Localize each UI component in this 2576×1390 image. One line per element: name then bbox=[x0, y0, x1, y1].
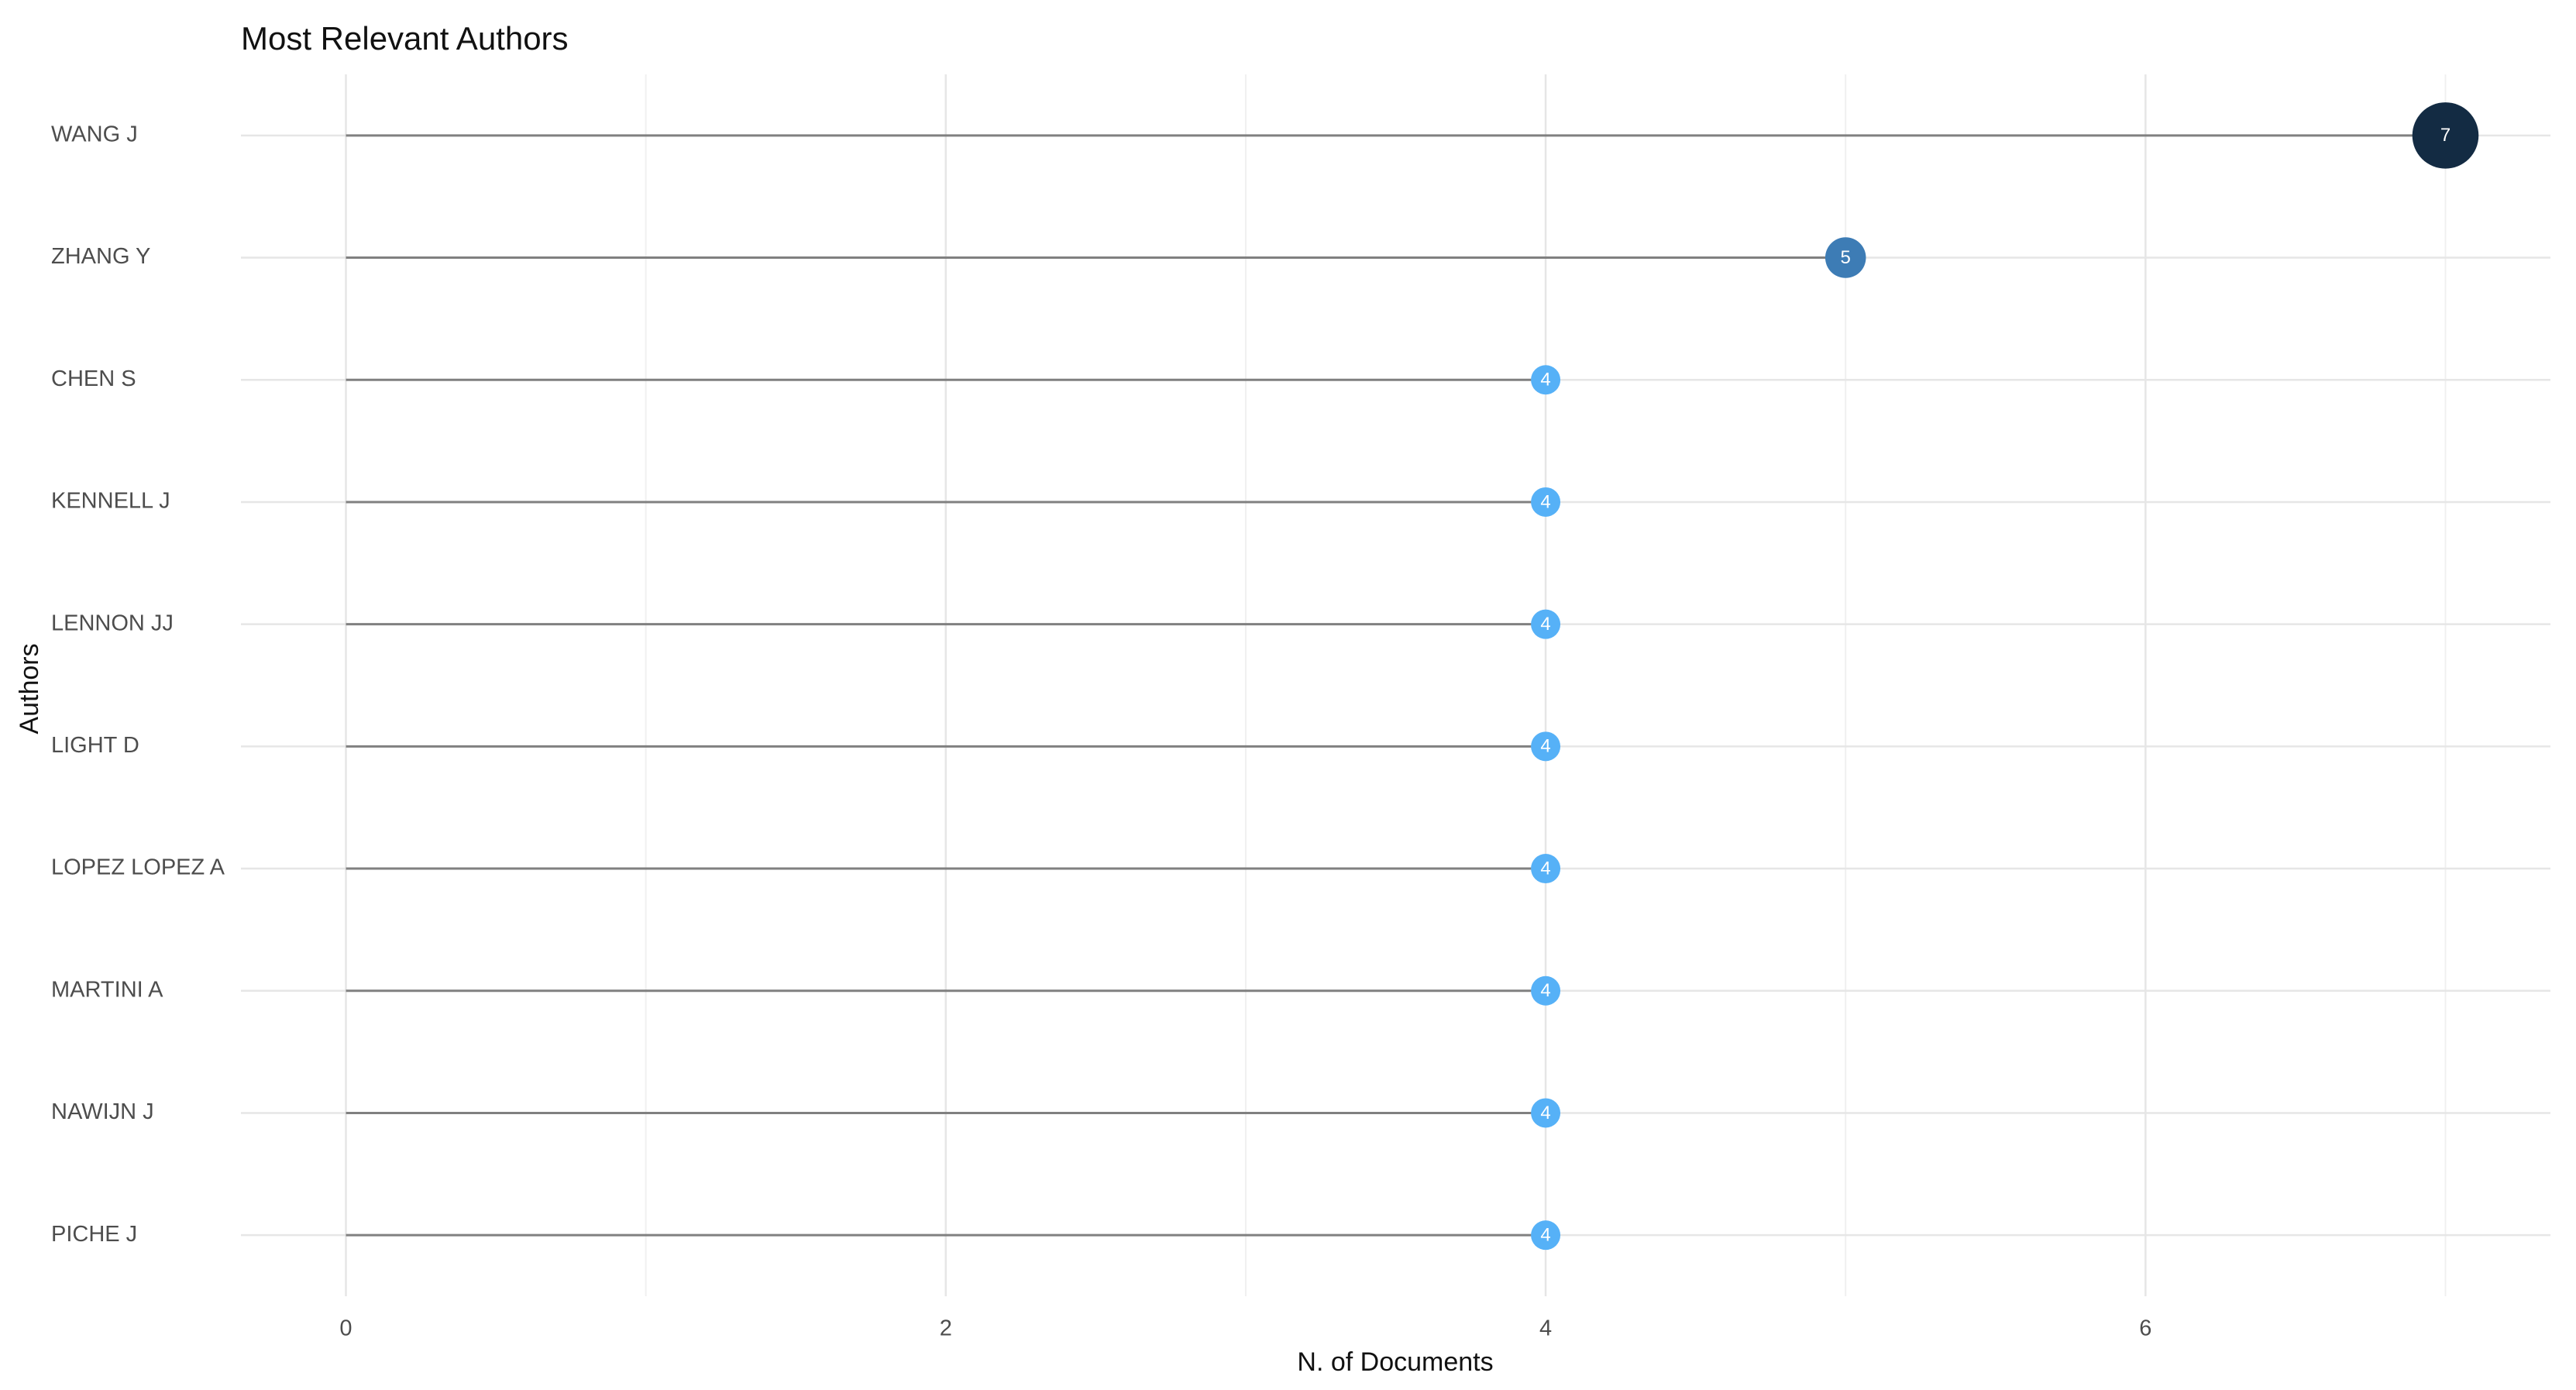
x-tick-label: 6 bbox=[2139, 1316, 2151, 1341]
dot bbox=[1825, 237, 1866, 278]
y-tick-label: NAWIJN J bbox=[51, 1099, 154, 1124]
y-tick-label: PICHE J bbox=[51, 1222, 137, 1247]
dot bbox=[1531, 975, 1561, 1006]
y-tick-label: MARTINI A bbox=[51, 977, 163, 1002]
y-tick-label: CHEN S bbox=[51, 366, 136, 391]
y-tick-label: WANG J bbox=[51, 122, 138, 147]
y-tick-label: ZHANG Y bbox=[51, 244, 150, 269]
dot bbox=[1531, 1220, 1561, 1251]
value-label: 4 bbox=[1540, 491, 1550, 512]
value-label: 7 bbox=[2440, 125, 2450, 146]
x-tick-label: 4 bbox=[1539, 1316, 1552, 1341]
value-label: 4 bbox=[1540, 858, 1550, 879]
dot bbox=[1531, 731, 1561, 762]
value-label: 4 bbox=[1540, 614, 1550, 635]
y-tick-label: LOPEZ LOPEZ A bbox=[51, 855, 225, 880]
chart-title: Most Relevant Authors bbox=[241, 20, 569, 57]
value-label: 4 bbox=[1540, 980, 1550, 1001]
value-label: 4 bbox=[1540, 1103, 1550, 1123]
y-tick-label: LENNON JJ bbox=[51, 611, 174, 635]
dot bbox=[1531, 609, 1561, 639]
dot bbox=[1531, 1098, 1561, 1128]
dot bbox=[1531, 854, 1561, 884]
dot bbox=[2412, 102, 2479, 169]
x-tick-label: 2 bbox=[940, 1316, 952, 1341]
value-label: 4 bbox=[1540, 1224, 1550, 1245]
y-axis-title: Authors bbox=[15, 643, 44, 734]
y-tick-label: KENNELL J bbox=[51, 489, 170, 514]
value-label: 4 bbox=[1540, 370, 1550, 391]
value-label: 4 bbox=[1540, 736, 1550, 757]
y-tick-label: LIGHT D bbox=[51, 733, 139, 758]
value-label: 5 bbox=[1841, 247, 1851, 268]
x-tick-label: 0 bbox=[339, 1316, 352, 1341]
dot bbox=[1531, 365, 1561, 395]
x-axis-title: N. of Documents bbox=[1297, 1347, 1493, 1377]
dot bbox=[1531, 487, 1561, 517]
